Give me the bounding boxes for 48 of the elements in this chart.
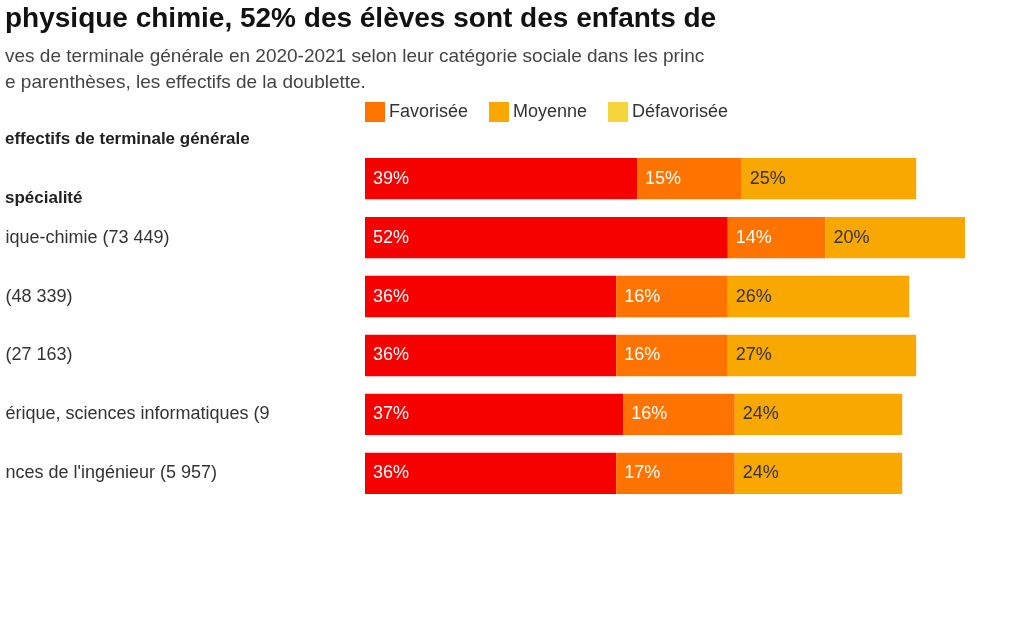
bar xyxy=(741,157,917,200)
data-label: 37% xyxy=(373,403,410,424)
bar xyxy=(637,157,742,200)
chart-subtitle: ves de terminale générale en 2020-2021 selon leur catégorie sociale dans les princ e parenthèses, les effectifs de la doublette. xyxy=(5,45,705,92)
text: spécialité xyxy=(5,187,83,207)
bar xyxy=(727,216,826,259)
data-label: 39% xyxy=(373,167,410,188)
text: effectifs de terminale générale xyxy=(5,128,250,148)
bar xyxy=(365,157,638,200)
data-label: 36% xyxy=(373,344,410,365)
legend-label: Défavorisée xyxy=(632,101,729,121)
y-tick-label: érique, sciences informatiques (9 xyxy=(5,403,270,424)
data-label: 16% xyxy=(631,403,668,424)
bar xyxy=(365,334,617,377)
bar xyxy=(365,216,728,259)
data-label: 14% xyxy=(735,226,772,247)
data-label: 52% xyxy=(373,226,410,247)
bar xyxy=(365,393,624,436)
bar xyxy=(623,393,735,436)
bar xyxy=(727,334,917,377)
bar xyxy=(616,452,735,495)
data-label: 27% xyxy=(735,344,772,365)
y-tick-label: ique-chimie (73 449) xyxy=(5,226,170,247)
y-tick-label: (27 163) xyxy=(5,344,73,365)
data-label: 36% xyxy=(373,462,410,483)
data-label: 16% xyxy=(624,285,661,306)
chart-title: physique chimie, 52% des élèves sont des enfants de xyxy=(5,2,717,33)
data-label: 26% xyxy=(735,285,772,306)
bar xyxy=(727,275,910,318)
bar xyxy=(616,334,728,377)
data-label: 24% xyxy=(742,403,779,424)
y-tick-label: nces de l'ingénieur (5 957) xyxy=(5,462,218,483)
legend-label: Favorisée xyxy=(389,101,469,121)
data-label: 16% xyxy=(624,344,661,365)
bar xyxy=(734,452,903,495)
data-label: 25% xyxy=(749,167,786,188)
data-label: 15% xyxy=(645,167,682,188)
bar xyxy=(365,275,617,318)
bar xyxy=(365,452,617,495)
data-label: 17% xyxy=(624,462,661,483)
y-tick-label: (48 339) xyxy=(5,285,73,306)
legend-label: Moyenne xyxy=(513,101,588,121)
bar xyxy=(616,275,728,318)
bar xyxy=(734,393,903,436)
bar xyxy=(825,216,965,259)
data-label: 24% xyxy=(742,462,779,483)
data-label: 36% xyxy=(373,285,410,306)
data-label: 20% xyxy=(833,226,870,247)
